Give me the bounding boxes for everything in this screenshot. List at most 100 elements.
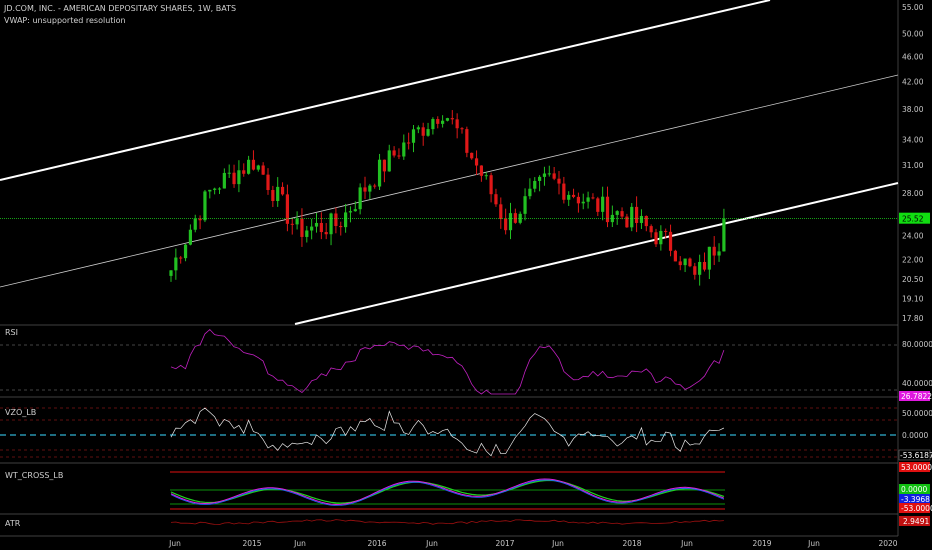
atr-value-badge	[899, 516, 930, 526]
time-tick-label: Jun	[293, 539, 306, 548]
vzo-label: VZO_LB	[5, 408, 37, 417]
candle-body	[407, 142, 411, 144]
candle-body	[217, 188, 222, 190]
candle-body	[324, 232, 328, 235]
candle-body	[276, 186, 280, 202]
candle-body	[242, 170, 246, 174]
price-tick-label: 55.00	[902, 3, 924, 12]
candle-body	[683, 258, 687, 266]
wt-line-slow	[170, 478, 725, 506]
candle-body	[334, 213, 338, 226]
candle-body	[591, 197, 595, 199]
candle-body	[232, 172, 236, 185]
candle-body	[295, 218, 299, 225]
candle-body	[237, 170, 241, 185]
vzo-value-badge-text: -53.6187	[900, 451, 932, 460]
candle-body	[193, 218, 197, 230]
candle-body	[664, 230, 668, 232]
candle-body	[290, 223, 294, 225]
time-tick-label: 2016	[367, 539, 386, 548]
last-price-badge-text: 25.52	[902, 215, 924, 224]
time-tick-label: Jun	[551, 539, 564, 548]
candle-body	[256, 165, 260, 170]
candle-body	[426, 129, 430, 136]
candle-body	[368, 185, 372, 192]
candle-body	[198, 218, 202, 221]
candle-body	[630, 206, 634, 228]
candle-body	[586, 197, 590, 202]
time-tick-label: Jun	[425, 539, 438, 548]
candle-body	[363, 187, 367, 192]
candle-body	[416, 127, 420, 130]
candle-body	[455, 119, 459, 129]
candle-body	[605, 196, 610, 223]
wt-value-badge-text: -3.3968	[901, 495, 930, 504]
candle-body	[300, 218, 304, 237]
candle-body	[247, 159, 251, 174]
candle-body	[639, 215, 644, 223]
wt-value-badge-text: 53.0000	[901, 463, 932, 472]
candle-body	[479, 165, 483, 176]
candle-body	[431, 119, 435, 130]
candle-body	[698, 261, 702, 275]
candle-body	[702, 261, 707, 270]
candle-body	[542, 173, 547, 177]
candle-body	[445, 118, 450, 121]
candle-body	[411, 129, 416, 143]
candle-body	[707, 246, 711, 270]
wt-value-badge-text: 0.0000	[901, 485, 927, 494]
wt-value-badge	[899, 462, 930, 472]
vzo-tick-label: 0.0000	[902, 431, 928, 440]
candle-body	[654, 232, 658, 245]
atr-value-badge-text: 2.9491	[903, 517, 929, 526]
candle-body	[533, 180, 537, 189]
rsi-tick-label: 40.0000	[902, 379, 932, 388]
time-tick-label: Jun	[680, 539, 693, 548]
last-price-badge	[899, 212, 930, 224]
price-tick-label: 19.10	[902, 295, 924, 304]
candle-body	[474, 158, 479, 166]
candle-body	[567, 194, 571, 200]
channel-upper-line	[0, 0, 771, 181]
price-tick-label: 31.00	[902, 161, 924, 170]
candle-body	[460, 128, 464, 130]
candle-body	[222, 172, 226, 189]
candle-body	[280, 186, 285, 195]
candle-body	[377, 159, 382, 187]
candle-body	[188, 229, 192, 245]
rsi-value-badge	[899, 391, 930, 401]
candle-body	[348, 211, 353, 213]
time-tick-label: 2017	[495, 539, 514, 548]
candle-body	[489, 175, 493, 195]
candle-body	[571, 194, 576, 197]
price-tick-label: 38.00	[902, 105, 924, 114]
candle-body	[339, 225, 343, 228]
time-tick-label: Jun	[168, 539, 181, 548]
candle-body	[358, 187, 362, 210]
candle-body	[227, 172, 231, 174]
price-tick-label: 50.00	[902, 29, 924, 38]
candle-body	[213, 188, 217, 190]
candle-body	[620, 211, 624, 217]
candle-body	[436, 119, 440, 124]
price-tick-label: 28.00	[902, 189, 924, 198]
candle-body	[518, 213, 522, 223]
candle-body	[441, 120, 445, 124]
rsi-label: RSI	[5, 328, 18, 337]
price-tick-label: 24.00	[902, 232, 924, 241]
candle-body	[353, 209, 357, 212]
candle-body	[508, 213, 513, 231]
candle-body	[693, 266, 697, 275]
price-tick-label: 46.00	[902, 52, 924, 61]
candle-body	[169, 270, 173, 276]
candle-body	[174, 257, 178, 271]
candle-body	[465, 129, 469, 153]
candle-body	[208, 189, 212, 192]
candle-body	[266, 174, 270, 191]
candle-body	[251, 159, 256, 170]
wt-cross-label: WT_CROSS_LB	[5, 471, 64, 480]
candle-body	[625, 216, 629, 228]
candle-body	[615, 211, 619, 215]
candle-body	[314, 222, 319, 227]
